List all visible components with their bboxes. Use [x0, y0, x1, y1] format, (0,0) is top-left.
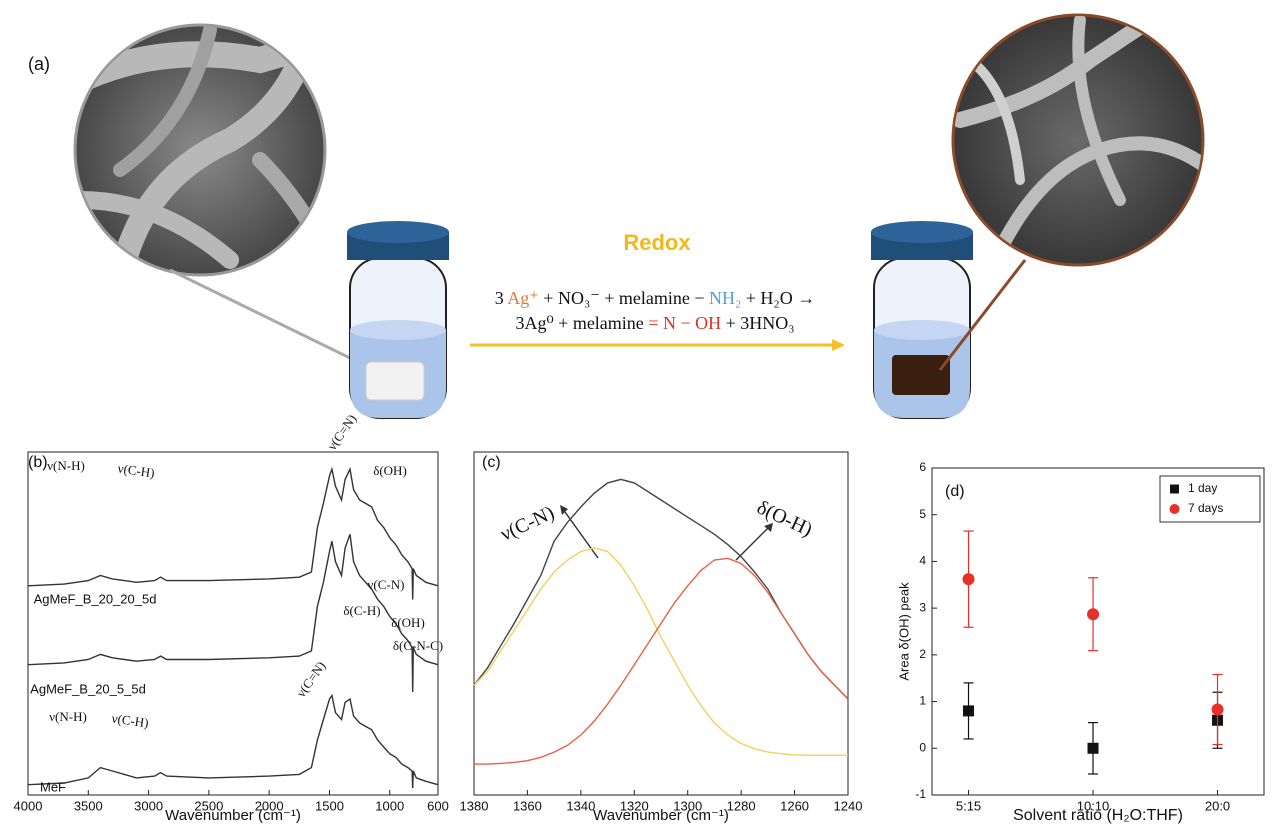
x-tick-label: 5:15 — [956, 798, 981, 813]
spectrum-line — [474, 548, 848, 755]
x-tick-label: 1240 — [834, 798, 863, 813]
annotation: ν(C-H) — [117, 461, 156, 481]
series-label: MeF — [40, 779, 66, 794]
spectrum-line — [474, 558, 848, 764]
equation-line: 3 Ag⁺ + NO₃⁻ + melamine − NH₂ + H₂O → — [495, 288, 815, 308]
x-axis-title: Solvent ratio (H₂O:THF) — [1013, 807, 1183, 824]
panel-label: (c) — [482, 454, 501, 471]
annotation: ν(C-N) — [368, 577, 405, 592]
y-tick-label: 1 — [919, 694, 926, 708]
x-tick-label: 1260 — [780, 798, 809, 813]
x-tick-label: 20:0 — [1205, 798, 1230, 813]
annotation: δ(C-H) — [343, 603, 380, 618]
equation-part: + NO₃⁻ + melamine − — [539, 288, 709, 308]
legend-label: 7 days — [1188, 501, 1223, 515]
vial — [347, 221, 449, 418]
x-axis-title: Wavenumber (cm⁻¹) — [165, 807, 301, 824]
y-tick-label: 5 — [919, 507, 926, 521]
y-tick-label: 2 — [919, 647, 926, 661]
x-tick-label: 1000 — [375, 798, 404, 813]
point — [1212, 704, 1224, 716]
y-tick-label: 4 — [919, 554, 926, 568]
legend-label: 1 day — [1188, 481, 1217, 495]
pointer — [736, 528, 768, 560]
point — [963, 705, 974, 716]
annotation: δ(C-N-C) — [393, 638, 443, 653]
annotation: ν(C-N) — [497, 502, 558, 546]
legend-marker — [1170, 504, 1180, 514]
series-label: AgMeF_B_20_5_5d — [30, 681, 146, 696]
y-tick-label: 3 — [919, 600, 926, 614]
panel-label: (b) — [28, 454, 48, 471]
plot-frame — [28, 452, 438, 795]
point — [1088, 743, 1099, 754]
scheme: (a) Redox 3 Ag⁺ + NO₃⁻ + melamine − NH₂ … — [28, 15, 1210, 418]
equation-part: = N − OH — [648, 313, 721, 333]
equation-part: Ag⁺ — [507, 288, 539, 308]
legend-marker — [1170, 485, 1179, 494]
annotation: δ(OH) — [373, 463, 407, 478]
x-tick-label: 1360 — [513, 798, 542, 813]
x-tick-label: 3500 — [74, 798, 103, 813]
annotation: ν(C=N) — [293, 658, 328, 699]
x-tick-label: 1340 — [566, 798, 595, 813]
equation-part: + 3HNO₃ — [721, 313, 794, 333]
x-tick-label: 600 — [427, 798, 449, 813]
annotation: ν(C-H) — [111, 711, 150, 731]
annotation: δ(O-H) — [754, 496, 816, 541]
y-tick-label: 0 — [919, 740, 926, 754]
annotation: ν(N-H) — [49, 709, 87, 724]
point — [1087, 608, 1099, 620]
y-tick-label: 6 — [919, 460, 926, 474]
y-tick-label: -1 — [915, 787, 926, 801]
figure: (a) Redox 3 Ag⁺ + NO₃⁻ + melamine − NH₂ … — [0, 0, 1276, 825]
equation-part: 3Ag⁰ + melamine — [515, 313, 648, 333]
annotation: ν(C=N) — [324, 411, 359, 452]
equation-part: 3 — [495, 288, 508, 308]
x-tick-label: 1500 — [315, 798, 344, 813]
equation-part: + H₂O → — [741, 288, 815, 308]
panel-label: (d) — [945, 483, 965, 500]
x-tick-label: 1380 — [460, 798, 489, 813]
y-axis-title: Area δ(OH) peak — [896, 582, 911, 681]
vial — [871, 221, 973, 418]
x-tick-label: 3000 — [134, 798, 163, 813]
equation-part: NH₂ — [709, 288, 741, 308]
series-label: AgMeF_B_20_20_5d — [34, 591, 157, 606]
x-axis-title: Wavenumber (cm⁻¹) — [593, 807, 729, 824]
annotation: ν(N-H) — [47, 458, 85, 473]
point — [963, 573, 975, 585]
panel-label: (a) — [28, 54, 50, 74]
spectrum-line — [28, 696, 438, 789]
x-tick-label: 1280 — [727, 798, 756, 813]
arrowhead — [832, 339, 845, 351]
x-tick-label: 4000 — [14, 798, 43, 813]
equation-line: 3Ag⁰ + melamine = N − OH + 3HNO₃ — [515, 313, 794, 333]
scheme-title: Redox — [623, 230, 691, 255]
annotation: δ(OH) — [391, 615, 425, 630]
